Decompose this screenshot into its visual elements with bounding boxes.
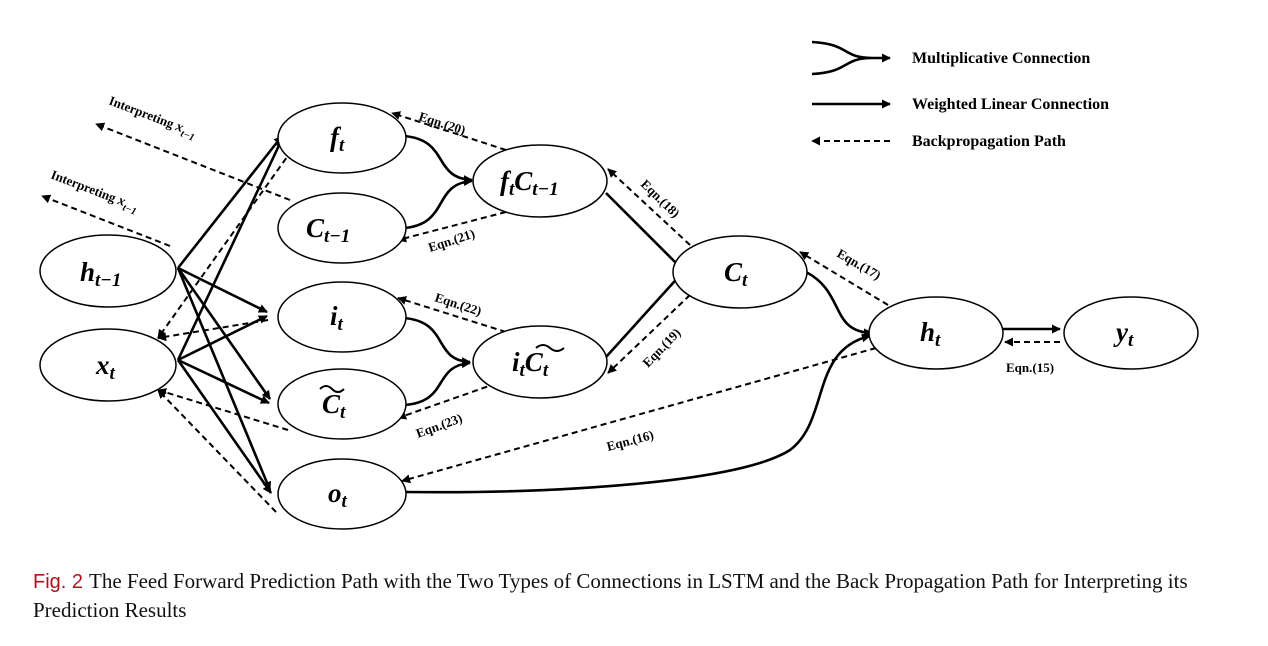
eqn-20: Eqn.(20) <box>417 109 467 138</box>
bp-ic-i <box>397 296 507 333</box>
node-fc <box>472 144 608 218</box>
edge-x-o <box>176 359 273 494</box>
node-y-t <box>1063 296 1199 370</box>
eqn-19: Eqn.(19) <box>639 325 683 370</box>
label-o-t: ot <box>328 478 348 512</box>
bp-ct-fc <box>607 168 691 246</box>
node-o-t <box>277 458 407 530</box>
label-i-t: it <box>330 301 344 335</box>
eqn-23: Eqn.(23) <box>414 410 464 441</box>
legend: Multiplicative Connection Weighted Linea… <box>811 40 1109 150</box>
label-c-prev: Ct−1 <box>306 213 350 247</box>
node-ic <box>472 325 608 399</box>
mult-c-fc <box>403 177 473 230</box>
label-c-t: Ct <box>724 257 748 291</box>
node-c-t <box>672 235 808 309</box>
bp-i-x <box>157 319 269 342</box>
edge-h-f <box>176 135 284 269</box>
edge-h-i <box>177 266 268 314</box>
bp-f-x <box>157 149 293 339</box>
bp-ht-ct <box>799 251 889 306</box>
bp-ct-x <box>157 388 289 431</box>
label-c-tilde: Ct <box>322 389 346 423</box>
edge-x-f <box>176 138 284 361</box>
nodes <box>39 102 1199 530</box>
bp-ic-ct <box>397 379 507 420</box>
eqn-16: Eqn.(16) <box>605 427 655 454</box>
caption-text: The Feed Forward Prediction Path with th… <box>33 569 1188 622</box>
eqn-15: Eqn.(15) <box>1006 360 1054 375</box>
edge-x-i <box>177 314 268 362</box>
node-c-prev <box>277 192 407 264</box>
eqn-22: Eqn.(22) <box>433 290 483 319</box>
backprop-paths <box>41 111 1060 513</box>
node-h-prev <box>39 234 177 308</box>
node-c-tilde <box>277 368 407 440</box>
label-x-t: xt <box>95 350 116 384</box>
node-i-t <box>277 281 407 353</box>
mult-ct-ic <box>403 359 471 407</box>
legend-weighted-label: Weighted Linear Connection <box>912 96 1109 113</box>
legend-multiplicative-label: Multiplicative Connection <box>912 50 1090 67</box>
figure-caption: Fig. 2 The Feed Forward Prediction Path w… <box>33 567 1233 624</box>
mult-o-ht <box>403 333 871 494</box>
mult-f-fc <box>403 134 473 185</box>
legend-backprop-label: Backpropagation Path <box>912 133 1066 150</box>
label-h-prev: ht−1 <box>80 257 121 291</box>
edge-x-ct <box>177 358 270 405</box>
eqn-18: Eqn.(18) <box>638 176 683 220</box>
lstm-diagram: ht−1 xt ft Ct−1 it Ct ot ftCt−1 itCt Ct … <box>39 40 1199 530</box>
edge-h-o <box>176 267 272 491</box>
tilde-mark-ic <box>535 344 565 352</box>
legend-multiplicative-symbol <box>811 40 890 76</box>
mult-ct-ht <box>805 270 873 338</box>
bp-h-interp <box>41 194 171 247</box>
bp-ht-o <box>401 347 877 484</box>
mult-i-ic <box>403 316 471 367</box>
interpreting-label-2: Interpreting xt−1 <box>47 167 140 218</box>
edge-fc-ct <box>605 192 684 271</box>
tilde-mark-c-tilde <box>319 385 345 393</box>
label-y-t: yt <box>1113 317 1134 351</box>
bp-c-interp <box>95 122 291 201</box>
interpreting-label-1: Interpreting xt−1 <box>105 93 198 144</box>
node-h-t <box>868 296 1004 370</box>
bp-o-x <box>157 389 277 513</box>
bp-ct-ic <box>607 294 691 374</box>
label-fc: ftCt−1 <box>500 166 559 200</box>
node-f-t <box>277 102 407 174</box>
multiplicative-connections <box>403 134 873 494</box>
label-ic: itCt <box>512 347 549 381</box>
label-h-t: ht <box>920 317 941 351</box>
figure-label: Fig. 2 <box>33 571 84 593</box>
edge-ic-ct <box>605 271 684 358</box>
node-x-t <box>39 328 177 402</box>
bp-fc-c <box>397 211 507 243</box>
